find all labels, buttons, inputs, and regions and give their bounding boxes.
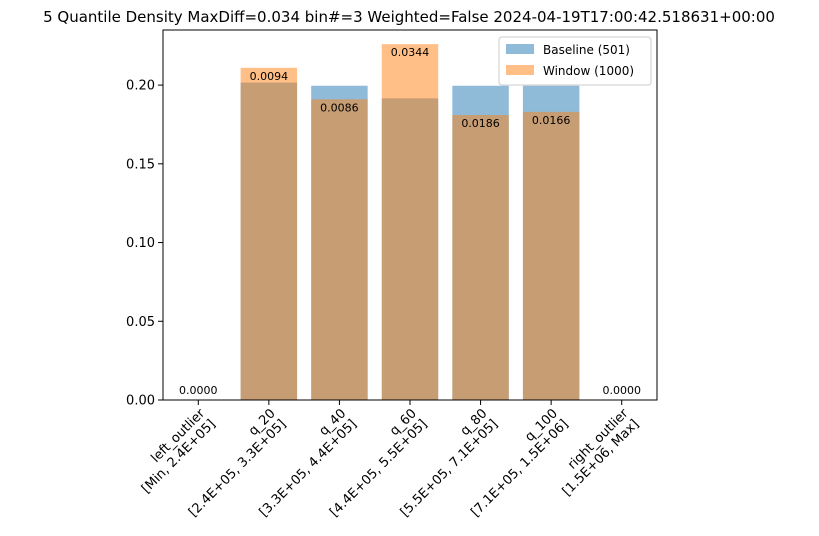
legend: Baseline (501) Window (1000)	[498, 36, 652, 86]
y-tick-label: 0.15	[126, 157, 155, 172]
window-bar-4	[452, 115, 509, 401]
bar-labels-layer: 0.0000 0.0094 0.0086 0.0344 0.0186 0.0166 0.00…	[179, 46, 641, 397]
window-bar-3	[381, 44, 439, 400]
y-tick-label: 0.05	[126, 315, 155, 330]
bar-value-label: 0.0166	[532, 114, 571, 127]
y-tick-label: 0.10	[126, 236, 155, 251]
legend-swatch	[506, 44, 534, 54]
x-category-label: left_outlier[Min, 2.4E+05]	[128, 406, 219, 497]
y-tick-label: 0.00	[126, 394, 155, 409]
window-bar-1	[240, 67, 298, 400]
bar-value-label: 0.0186	[461, 117, 500, 130]
legend-box	[498, 36, 652, 86]
bars-layer	[240, 44, 580, 401]
legend-swatch	[506, 65, 534, 75]
bar-value-label: 0.0086	[320, 101, 359, 114]
y-tick-label: 0.20	[126, 79, 155, 94]
chart-title: 5 Quantile Density MaxDiff=0.034 bin#=3 …	[43, 8, 775, 26]
bar-value-label: 0.0344	[391, 46, 430, 59]
legend-label: Window (1000)	[543, 64, 634, 78]
legend-label: Baseline (501)	[543, 43, 630, 57]
bar-value-label: 0.0094	[250, 70, 289, 83]
window-bar-5	[522, 111, 580, 400]
bar-value-label: 0.0000	[602, 384, 641, 397]
window-bar-2	[311, 99, 368, 400]
bar-value-label: 0.0000	[179, 384, 218, 397]
